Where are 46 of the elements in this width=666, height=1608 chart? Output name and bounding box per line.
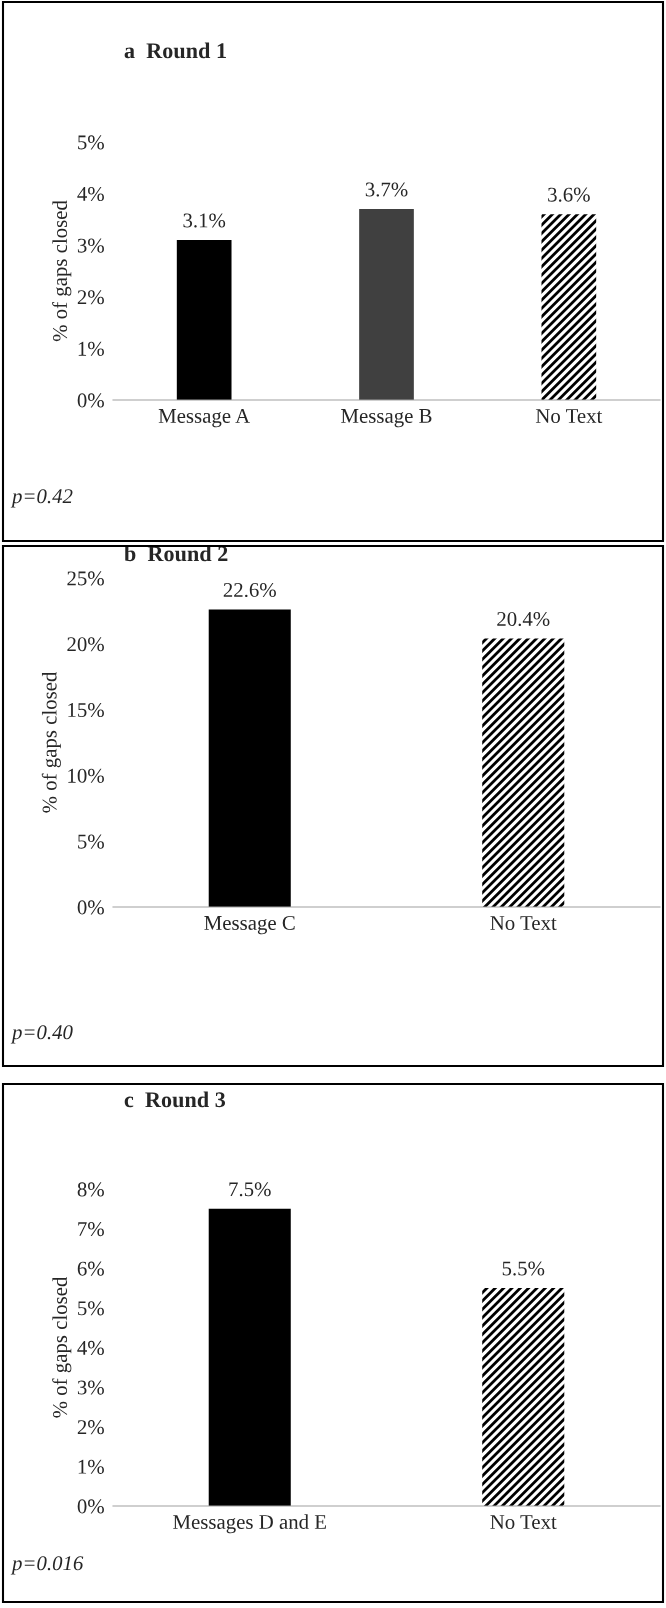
data-label: 20.4% [497,611,550,627]
bar [359,209,414,400]
y-tick-label: 5% [78,1301,104,1316]
y-tick-label: 20% [67,637,104,652]
chart-title: c Round 3 [124,1091,226,1108]
data-label: 3.6% [548,187,590,202]
x-tick-label: No Text [490,1515,557,1529]
y-tick-label: 3% [77,238,104,253]
bar [541,214,597,400]
y-tick-label: 5% [78,135,104,150]
y-tick-label: 15% [68,702,104,718]
x-tick-label: Message C [204,915,295,935]
y-tick-label: 10% [68,768,104,783]
text: p=0.40 [10,1025,73,1044]
y-tick-label: 3% [77,1380,104,1395]
y-tick-label: 1% [78,1459,104,1474]
y-tick-label: 4% [77,186,104,202]
y-tick-label: 8% [77,1182,104,1197]
y-tick-label: 7% [78,1222,104,1237]
y-axis-title: % of gaps closed [52,1276,72,1418]
chart-title: a Round 1 [124,42,226,59]
y-tick-label: 0% [77,393,104,408]
x-tick-label: Message A [158,408,251,428]
y-axis-title: % of gaps closed [41,671,61,813]
text: p=0.42 [10,489,73,508]
y-tick-label: 0% [77,900,104,915]
data-label: 5.5% [502,1261,545,1276]
y-axis-title: % of gaps closed [52,200,72,342]
y-tick-label: 4% [77,1340,104,1355]
data-label: 3.1% [183,213,226,228]
data-label: 22.6% [223,582,276,598]
bar [176,240,232,400]
y-tick-label: 1% [78,341,104,356]
x-tick-label: Message B [341,409,432,428]
y-tick-label: 2% [77,290,104,305]
y-tick-label: 2% [77,1420,104,1435]
data-label: 3.7% [365,182,408,197]
x-tick-label: No Text [490,916,557,930]
y-tick-label: 0% [77,1499,104,1514]
y-tick-label: 5% [78,834,104,849]
y-tick-label: 25% [67,571,104,586]
x-tick-label: Messages D and E [173,1514,326,1534]
text: p=0.016 [10,1556,84,1575]
data-label: 7.5% [229,1182,271,1197]
x-tick-label: No Text [535,409,603,423]
y-tick-label: 6% [77,1261,104,1276]
